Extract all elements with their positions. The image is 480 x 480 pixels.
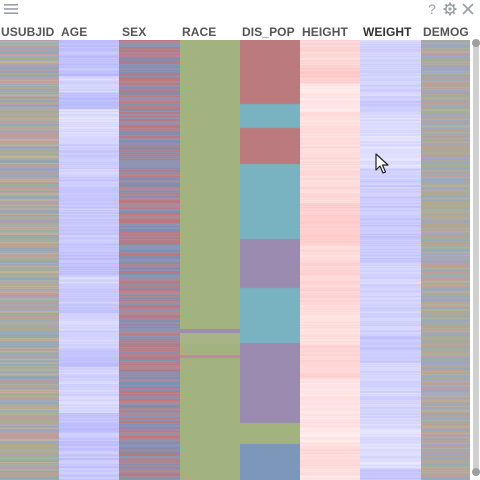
column-header-demog[interactable]: DEMOG [423, 25, 469, 39]
heatmap-grid [0, 40, 470, 480]
scrollbar-bottom-handle[interactable] [472, 468, 480, 476]
column-header-age[interactable]: AGE [61, 25, 88, 39]
column-usubjid[interactable] [0, 40, 59, 480]
column-weight[interactable] [360, 40, 421, 480]
column-header-height[interactable]: HEIGHT [302, 25, 348, 39]
column-header-row: USUBJID AGE SEX RACE DIS_POP HEIGHT WEIG… [0, 22, 480, 40]
hamburger-icon[interactable] [3, 1, 19, 17]
column-demog[interactable] [421, 40, 470, 480]
scrollbar-track[interactable] [473, 43, 479, 475]
scrollbar-top-handle[interactable] [472, 39, 480, 47]
column-sex[interactable] [119, 40, 180, 480]
column-header-race[interactable]: RACE [182, 25, 217, 39]
toolbar: ? [0, 0, 480, 20]
column-race[interactable] [180, 40, 240, 480]
vertical-scrollbar[interactable] [471, 39, 480, 480]
help-icon[interactable]: ? [428, 1, 436, 17]
column-header-usubjid[interactable]: USUBJID [1, 25, 55, 39]
column-header-sex[interactable]: SEX [122, 25, 147, 39]
column-header-dis-pop[interactable]: DIS_POP [242, 25, 295, 39]
column-height[interactable] [300, 40, 360, 480]
column-dis-pop[interactable] [240, 40, 300, 480]
close-icon[interactable] [460, 1, 476, 17]
gear-icon[interactable] [442, 1, 458, 17]
column-header-weight[interactable]: WEIGHT [363, 25, 412, 39]
column-age[interactable] [59, 40, 119, 480]
